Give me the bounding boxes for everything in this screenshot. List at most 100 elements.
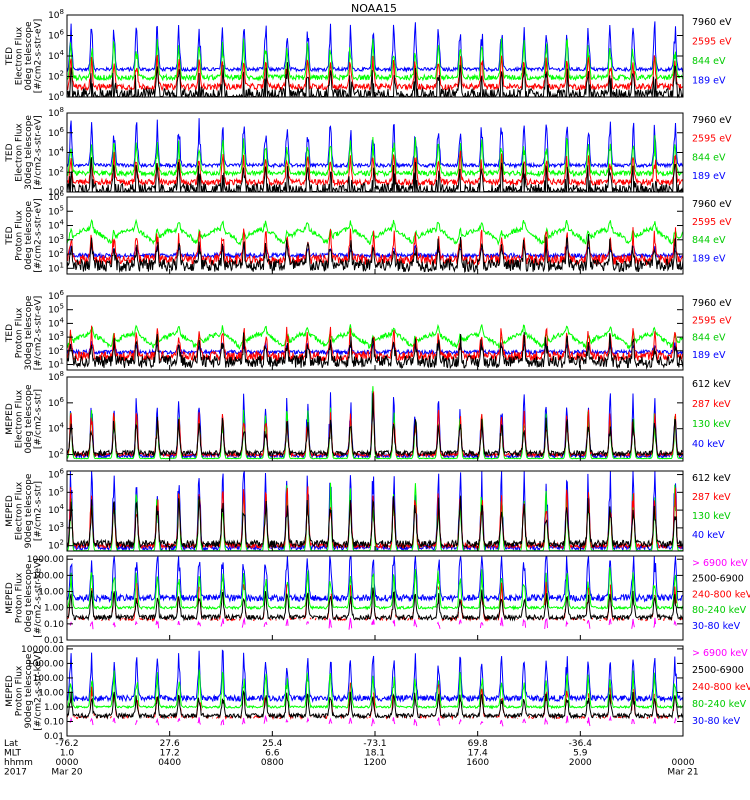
y-axis-label: Electron Flux — [15, 123, 25, 182]
y-axis-label: [#/cm2-s-str-keV] — [34, 651, 44, 730]
legend-entry: 2595 eV — [692, 217, 732, 228]
y-axis-label: MEPED — [5, 495, 15, 527]
y-axis-label: Proton Flux — [15, 665, 25, 716]
y-tick-label: 0.10 — [44, 620, 64, 630]
y-axis-label: 90deg telescope — [24, 473, 34, 548]
y-tick-label: 101 — [48, 358, 64, 371]
series-30-80-kev — [66, 555, 684, 603]
y-axis-label: Electron Flux — [15, 26, 25, 85]
y-axis-label: Proton Flux — [15, 307, 25, 358]
legend-entry: 130 keV — [692, 511, 731, 522]
legend-entry: 80-240 keV — [692, 605, 747, 616]
y-tick-label: 102 — [48, 247, 64, 260]
y-tick-label: 103 — [48, 233, 64, 246]
series-80-240-kev — [66, 669, 684, 710]
y-tick-label: 108 — [48, 370, 64, 383]
y-tick-label: 102 — [48, 165, 64, 178]
y-axis-label: [#/cm2-s-str] — [34, 389, 44, 449]
y-tick-label: 103 — [48, 521, 64, 534]
y-tick-label: 103 — [48, 330, 64, 343]
series-2500-6900 — [66, 587, 684, 622]
y-tick-label: 106 — [48, 289, 64, 302]
y-tick-label: 10000.00 — [21, 645, 64, 655]
y-tick-label: 106 — [48, 468, 64, 481]
y-tick-label: 102 — [48, 70, 64, 83]
legend-entry: > 6900 keV — [692, 648, 748, 659]
x-axis-value: -73.1 — [363, 739, 386, 749]
legend-entry: 287 keV — [692, 399, 731, 410]
series--6900-kev — [69, 714, 677, 727]
panel-6: 102 103 104 105 106 MEPED Electron Flux 90deg t… — [5, 468, 731, 552]
legend-entry: 7960 eV — [692, 199, 732, 210]
x-axis-value: 0000 — [672, 758, 695, 768]
x-axis-value: Mar 20 — [51, 768, 83, 778]
legend-entry: 40 keV — [692, 530, 725, 541]
y-axis-label: [#/cm2-s-str] — [34, 481, 44, 541]
y-tick-label: 108 — [48, 8, 64, 21]
x-axis-value: 0400 — [158, 758, 181, 768]
y-axis-label: [#/cm2-s-str-keV] — [34, 558, 44, 637]
y-axis-label: MEPED — [5, 675, 15, 707]
figure-title: NOAA15 — [351, 2, 397, 15]
y-tick-label: 100.00 — [33, 571, 65, 581]
y-axis-label: 90deg telescope — [24, 653, 34, 728]
x-axis-value: 1600 — [466, 758, 489, 768]
y-axis-label: 0deg telescope — [24, 384, 34, 454]
x-axis-value: 1.0 — [60, 749, 75, 759]
legend-entry: 844 eV — [692, 152, 726, 163]
legend-entry: 80-240 keV — [692, 699, 747, 710]
x-axis-value: 17.4 — [468, 749, 488, 759]
y-tick-label: 104 — [48, 503, 64, 516]
y-tick-label: 104 — [48, 219, 64, 232]
series-2595-ev — [66, 150, 684, 187]
y-tick-label: 104 — [48, 49, 64, 62]
legend-entry: 844 eV — [692, 235, 726, 246]
legend-entry: 2595 eV — [692, 36, 732, 47]
y-axis-label: 30deg telescope — [24, 295, 34, 370]
x-axis-value: -76.2 — [55, 739, 78, 749]
panel-5: 102 104 106 108 MEPED Electron Flux 0deg teles… — [5, 370, 731, 462]
x-axis-value: 25.4 — [262, 739, 282, 749]
series-80-240-kev — [66, 567, 684, 611]
legend-entry: 240-800 keV — [692, 682, 750, 693]
legend-entry: 30-80 keV — [692, 716, 741, 727]
y-tick-label: 0.01 — [44, 636, 64, 646]
legend-entry: 2595 eV — [692, 134, 732, 145]
series-2500-6900 — [66, 689, 684, 720]
panel-7: 0.01 0.10 1.00 10.00 100.00 1000.00 MEPED Proto… — [5, 555, 750, 646]
x-axis-value: 27.6 — [160, 739, 180, 749]
x-axis-value: 18.1 — [365, 749, 385, 759]
legend-entry: 40 keV — [692, 439, 725, 450]
y-axis-label: Proton Flux — [15, 572, 25, 623]
series-844-ev — [66, 218, 684, 246]
series-189-ev — [66, 118, 684, 169]
legend-entry: 189 eV — [692, 253, 726, 264]
y-axis-label: TED — [5, 143, 15, 162]
y-axis-label: [#/cm2-s-str-eV] — [34, 19, 44, 94]
y-tick-label: 102 — [48, 539, 64, 552]
y-tick-label: 108 — [48, 106, 64, 119]
y-tick-label: 0.01 — [44, 732, 64, 742]
y-tick-label: 102 — [48, 448, 64, 461]
series-7960-ev — [66, 332, 684, 370]
legend-entry: 2500-6900 — [692, 665, 744, 676]
y-axis-label: [#/cm2-s-str-eV] — [34, 115, 44, 190]
y-tick-label: 104 — [48, 316, 64, 329]
y-tick-label: 102 — [48, 344, 64, 357]
y-tick-label: 106 — [48, 126, 64, 139]
series--6900-kev — [69, 617, 677, 630]
series-2595-ev — [66, 227, 684, 267]
x-axis-value: 17.2 — [160, 749, 180, 759]
y-axis-label: Electron Flux — [15, 389, 25, 448]
y-axis-label: 0deg telescope — [24, 21, 34, 91]
y-axis-label: TED — [5, 47, 15, 66]
y-tick-label: 1000.00 — [27, 659, 64, 669]
legend-entry: > 6900 keV — [692, 558, 748, 569]
y-tick-label: 1.00 — [44, 604, 64, 614]
series-30-80-kev — [66, 649, 684, 704]
y-tick-label: 10.00 — [38, 588, 64, 598]
